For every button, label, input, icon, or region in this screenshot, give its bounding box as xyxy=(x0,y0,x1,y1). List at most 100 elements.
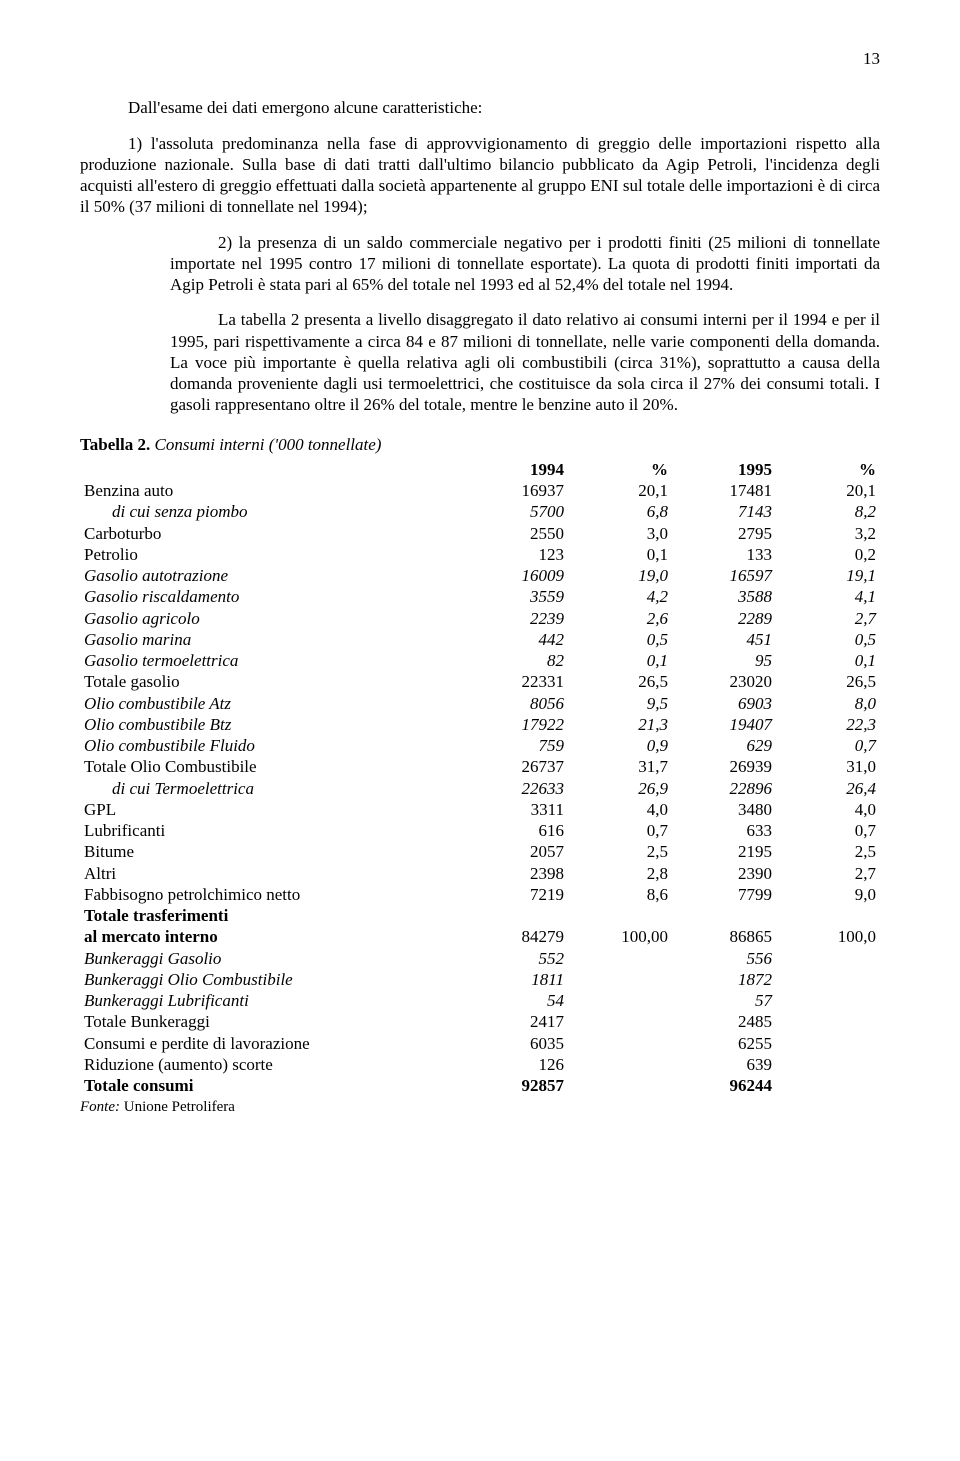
row-value xyxy=(568,1033,672,1054)
row-value: 3480 xyxy=(672,799,776,820)
table-title-desc: Consumi interni ('000 tonnellate) xyxy=(154,435,381,454)
row-label: Bunkeraggi Gasolio xyxy=(80,948,464,969)
row-value xyxy=(464,905,568,926)
row-value: 2,5 xyxy=(568,841,672,862)
table-row: Gasolio marina4420,54510,5 xyxy=(80,629,880,650)
row-value: 8,0 xyxy=(776,693,880,714)
row-value: 2550 xyxy=(464,523,568,544)
row-label: Totale consumi xyxy=(80,1075,464,1096)
row-label: Olio combustibile Fluido xyxy=(80,735,464,756)
row-value: 1872 xyxy=(672,969,776,990)
row-value: 633 xyxy=(672,820,776,841)
row-value: 2,7 xyxy=(776,608,880,629)
table-row: Olio combustibile Btz1792221,31940722,3 xyxy=(80,714,880,735)
table-row: Benzina auto1693720,11748120,1 xyxy=(80,480,880,501)
point-2-paragraph: 2) la presenza di un saldo commerciale n… xyxy=(170,232,880,296)
row-value: 0,9 xyxy=(568,735,672,756)
row-value: 19407 xyxy=(672,714,776,735)
table-row: Gasolio agricolo22392,622892,7 xyxy=(80,608,880,629)
table-row: al mercato interno84279100,0086865100,0 xyxy=(80,926,880,947)
row-label: GPL xyxy=(80,799,464,820)
table-row: Gasolio termoelettrica820,1950,1 xyxy=(80,650,880,671)
consumption-table: 1994 % 1995 % Benzina auto1693720,117481… xyxy=(80,459,880,1097)
row-label: Totale Olio Combustibile xyxy=(80,756,464,777)
page-number: 13 xyxy=(80,48,880,69)
row-value: 3559 xyxy=(464,586,568,607)
row-value: 2195 xyxy=(672,841,776,862)
row-value: 1811 xyxy=(464,969,568,990)
table-header-1994: 1994 xyxy=(464,459,568,480)
table-row: Petrolio1230,11330,2 xyxy=(80,544,880,565)
row-value: 21,3 xyxy=(568,714,672,735)
row-value: 0,7 xyxy=(568,820,672,841)
row-value: 3,2 xyxy=(776,523,880,544)
table-row: Olio combustibile Atz80569,569038,0 xyxy=(80,693,880,714)
row-value: 133 xyxy=(672,544,776,565)
row-label: Bunkeraggi Olio Combustibile xyxy=(80,969,464,990)
row-value: 2417 xyxy=(464,1011,568,1032)
row-value xyxy=(568,990,672,1011)
row-value: 31,7 xyxy=(568,756,672,777)
table-row: Totale consumi9285796244 xyxy=(80,1075,880,1096)
row-value: 4,2 xyxy=(568,586,672,607)
table-row: Totale gasolio2233126,52302026,5 xyxy=(80,671,880,692)
row-value xyxy=(568,1075,672,1096)
row-value: 0,1 xyxy=(776,650,880,671)
row-value: 8,6 xyxy=(568,884,672,905)
table-header-empty xyxy=(80,459,464,480)
row-label: Bitume xyxy=(80,841,464,862)
row-label: Gasolio riscaldamento xyxy=(80,586,464,607)
row-value: 2,6 xyxy=(568,608,672,629)
table-row: Gasolio autotrazione1600919,01659719,1 xyxy=(80,565,880,586)
row-value: 0,5 xyxy=(776,629,880,650)
row-value: 3,0 xyxy=(568,523,672,544)
table-row: Totale trasferimenti xyxy=(80,905,880,926)
row-value: 26737 xyxy=(464,756,568,777)
row-value xyxy=(776,969,880,990)
row-label: Bunkeraggi Lubrificanti xyxy=(80,990,464,1011)
row-label: Benzina auto xyxy=(80,480,464,501)
row-value xyxy=(568,948,672,969)
row-value: 20,1 xyxy=(776,480,880,501)
row-label: Lubrificanti xyxy=(80,820,464,841)
row-value: 0,1 xyxy=(568,650,672,671)
row-value: 3311 xyxy=(464,799,568,820)
row-value: 17922 xyxy=(464,714,568,735)
row-label: Altri xyxy=(80,863,464,884)
table-header-1995: 1995 xyxy=(672,459,776,480)
row-value: 8056 xyxy=(464,693,568,714)
row-value: 629 xyxy=(672,735,776,756)
point-1-paragraph: 1) l'assoluta predominanza nella fase di… xyxy=(80,133,880,218)
row-value: 6035 xyxy=(464,1033,568,1054)
table-title-label: Tabella 2. xyxy=(80,435,150,454)
table-row: Lubrificanti6160,76330,7 xyxy=(80,820,880,841)
row-value: 0,7 xyxy=(776,735,880,756)
row-value: 5700 xyxy=(464,501,568,522)
row-value: 0,5 xyxy=(568,629,672,650)
row-value xyxy=(776,990,880,1011)
table-row: Totale Bunkeraggi24172485 xyxy=(80,1011,880,1032)
row-value: 26,5 xyxy=(776,671,880,692)
row-value: 2,5 xyxy=(776,841,880,862)
row-value: 451 xyxy=(672,629,776,650)
row-label: Gasolio autotrazione xyxy=(80,565,464,586)
row-value: 0,7 xyxy=(776,820,880,841)
row-value: 7143 xyxy=(672,501,776,522)
row-value xyxy=(568,969,672,990)
row-value: 2,8 xyxy=(568,863,672,884)
table-row: Fabbisogno petrolchimico netto72198,6779… xyxy=(80,884,880,905)
row-value: 6,8 xyxy=(568,501,672,522)
row-value: 22,3 xyxy=(776,714,880,735)
row-value: 639 xyxy=(672,1054,776,1075)
table-header-pct1: % xyxy=(568,459,672,480)
row-value: 4,1 xyxy=(776,586,880,607)
row-value: 123 xyxy=(464,544,568,565)
table-row: Carboturbo25503,027953,2 xyxy=(80,523,880,544)
row-label: Carboturbo xyxy=(80,523,464,544)
row-value: 2239 xyxy=(464,608,568,629)
table-row: di cui Termoelettrica2263326,92289626,4 xyxy=(80,778,880,799)
row-value: 82 xyxy=(464,650,568,671)
row-value: 92857 xyxy=(464,1075,568,1096)
row-value xyxy=(568,1011,672,1032)
row-value: 442 xyxy=(464,629,568,650)
